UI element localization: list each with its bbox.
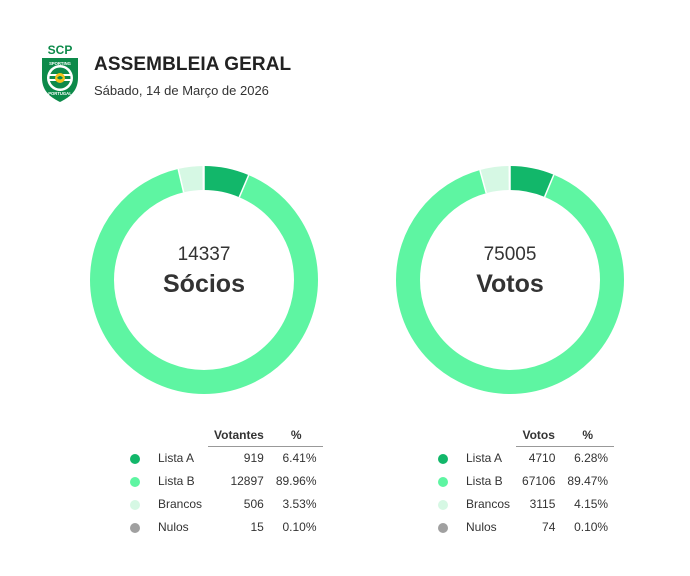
socios-donut: 14337 Sócios <box>84 160 324 400</box>
lista-a-dot <box>130 453 140 464</box>
legend-percent: 3.53% <box>282 497 317 511</box>
brancos-dot <box>130 499 140 510</box>
slice-separator <box>238 174 250 198</box>
legend-value: 74 <box>542 520 556 534</box>
legend-value: 919 <box>243 451 264 465</box>
table-row: Lista A 4710 6.28% <box>432 447 614 471</box>
votos-header: Votos <box>516 426 562 447</box>
socios-panel: 14337 Sócios Votantes % Lista A 919 6.41… <box>84 160 324 534</box>
legend-name: Nulos <box>158 520 189 534</box>
legend-percent: 6.28% <box>574 451 609 465</box>
votos-legend-table: Votos % Lista A 4710 6.28% Lista B 67106… <box>432 426 615 539</box>
socios-legend-table: Votantes % Lista A 919 6.41% Lista B 128… <box>124 426 323 539</box>
table-row: Lista A 919 6.41% <box>124 447 323 471</box>
legend-percent: 0.10% <box>282 520 317 534</box>
nulos-dot <box>130 522 140 533</box>
lista-b-dot <box>438 476 448 487</box>
votantes-header: Votantes <box>208 426 270 447</box>
socios-center-label: Sócios <box>163 270 245 298</box>
legend-name: Lista A <box>466 450 503 465</box>
votos-donut-svg <box>396 165 624 394</box>
slice-separator <box>543 174 555 198</box>
legend-value: 506 <box>243 497 264 511</box>
votos-center-label: Votos <box>476 270 544 298</box>
table-row: Nulos 15 0.10% <box>124 516 323 539</box>
page-title: ASSEMBLEIA GERAL <box>94 54 292 75</box>
table-row: Brancos 3115 4.15% <box>432 493 614 516</box>
legend-value: 67106 <box>522 474 556 488</box>
legend-name: Brancos <box>158 497 203 511</box>
brancos-dot <box>438 499 448 510</box>
legend-percent: 6.41% <box>282 451 317 465</box>
header: SCP SPORTING PORTUGAL ASSEMBLEIA GERAL S… <box>38 42 291 104</box>
votos-center-value: 75005 <box>483 244 537 265</box>
table-row: Nulos 74 0.10% <box>432 516 614 539</box>
lista-a-dot <box>438 453 448 464</box>
votos-panel: 75005 Votos Votos % Lista A 4710 6.28% L… <box>390 160 630 534</box>
legend-value: 4710 <box>528 451 556 465</box>
legend-percent: 89.96% <box>275 474 317 488</box>
logo-scp-text: SCP <box>48 43 73 57</box>
percent-header: % <box>269 426 323 447</box>
legend-name: Lista B <box>158 474 195 488</box>
sporting-logo: SCP SPORTING PORTUGAL <box>42 43 78 102</box>
legend-name: Lista A <box>158 450 195 465</box>
donut-slice-lista-b <box>396 166 624 394</box>
donut-slice-lista-b <box>90 166 318 394</box>
legend-name: Nulos <box>466 520 497 534</box>
page-subtitle: Sábado, 14 de Março de 2026 <box>94 83 269 98</box>
legend-value: 12897 <box>230 474 264 488</box>
percent-header: % <box>561 426 615 447</box>
slice-separator <box>177 168 185 193</box>
logo-ring-bottom-text: PORTUGAL <box>48 91 72 96</box>
legend-value: 3115 <box>529 497 556 511</box>
legend-value: 15 <box>250 520 264 534</box>
socios-donut-svg <box>90 165 318 394</box>
lista-b-dot <box>130 476 140 487</box>
logo-ring-top-text: SPORTING <box>49 61 71 66</box>
legend-name: Brancos <box>466 497 511 511</box>
legend-percent: 0.10% <box>574 520 609 534</box>
votos-donut: 75005 Votos <box>390 160 630 400</box>
table-row: Lista B 12897 89.96% <box>124 470 323 493</box>
table-row: Lista B 67106 89.47% <box>432 470 614 493</box>
nulos-dot <box>438 522 448 533</box>
legend-percent: 4.15% <box>574 497 609 511</box>
table-row: Brancos 506 3.53% <box>124 493 323 516</box>
legend-percent: 89.47% <box>567 474 609 488</box>
legend-name: Lista B <box>466 474 503 488</box>
slice-separator <box>479 169 487 194</box>
socios-center-value: 14337 <box>177 244 231 265</box>
